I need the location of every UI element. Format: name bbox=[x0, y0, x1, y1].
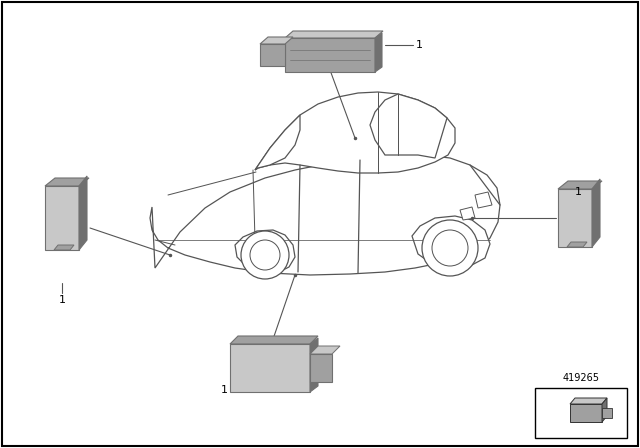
Circle shape bbox=[250, 240, 280, 270]
Polygon shape bbox=[475, 192, 492, 208]
Circle shape bbox=[432, 230, 468, 266]
Polygon shape bbox=[255, 92, 455, 173]
Polygon shape bbox=[592, 179, 600, 247]
Polygon shape bbox=[558, 189, 592, 247]
Polygon shape bbox=[285, 38, 375, 72]
Polygon shape bbox=[260, 37, 293, 44]
Polygon shape bbox=[235, 230, 295, 273]
Polygon shape bbox=[255, 115, 300, 170]
Polygon shape bbox=[150, 155, 500, 275]
Polygon shape bbox=[370, 94, 447, 158]
Circle shape bbox=[241, 231, 289, 279]
Polygon shape bbox=[570, 398, 607, 404]
Text: 1: 1 bbox=[221, 385, 228, 395]
Text: 1: 1 bbox=[58, 295, 65, 305]
Polygon shape bbox=[45, 178, 89, 186]
Polygon shape bbox=[602, 398, 607, 422]
Text: 1: 1 bbox=[575, 187, 582, 197]
Polygon shape bbox=[310, 346, 340, 354]
Bar bbox=[535, 388, 627, 438]
Polygon shape bbox=[260, 44, 285, 66]
Polygon shape bbox=[285, 31, 383, 38]
Polygon shape bbox=[602, 408, 612, 418]
Polygon shape bbox=[54, 245, 74, 250]
Polygon shape bbox=[79, 176, 87, 250]
Polygon shape bbox=[412, 216, 490, 268]
Polygon shape bbox=[567, 242, 587, 247]
Polygon shape bbox=[310, 354, 332, 382]
Polygon shape bbox=[460, 207, 475, 220]
Polygon shape bbox=[230, 344, 310, 392]
Polygon shape bbox=[230, 336, 318, 344]
Polygon shape bbox=[310, 338, 318, 392]
Polygon shape bbox=[375, 33, 382, 72]
Polygon shape bbox=[45, 186, 79, 250]
Text: 1: 1 bbox=[416, 40, 423, 50]
Text: 419265: 419265 bbox=[563, 373, 600, 383]
Polygon shape bbox=[558, 181, 602, 189]
Polygon shape bbox=[570, 404, 602, 422]
Circle shape bbox=[422, 220, 478, 276]
